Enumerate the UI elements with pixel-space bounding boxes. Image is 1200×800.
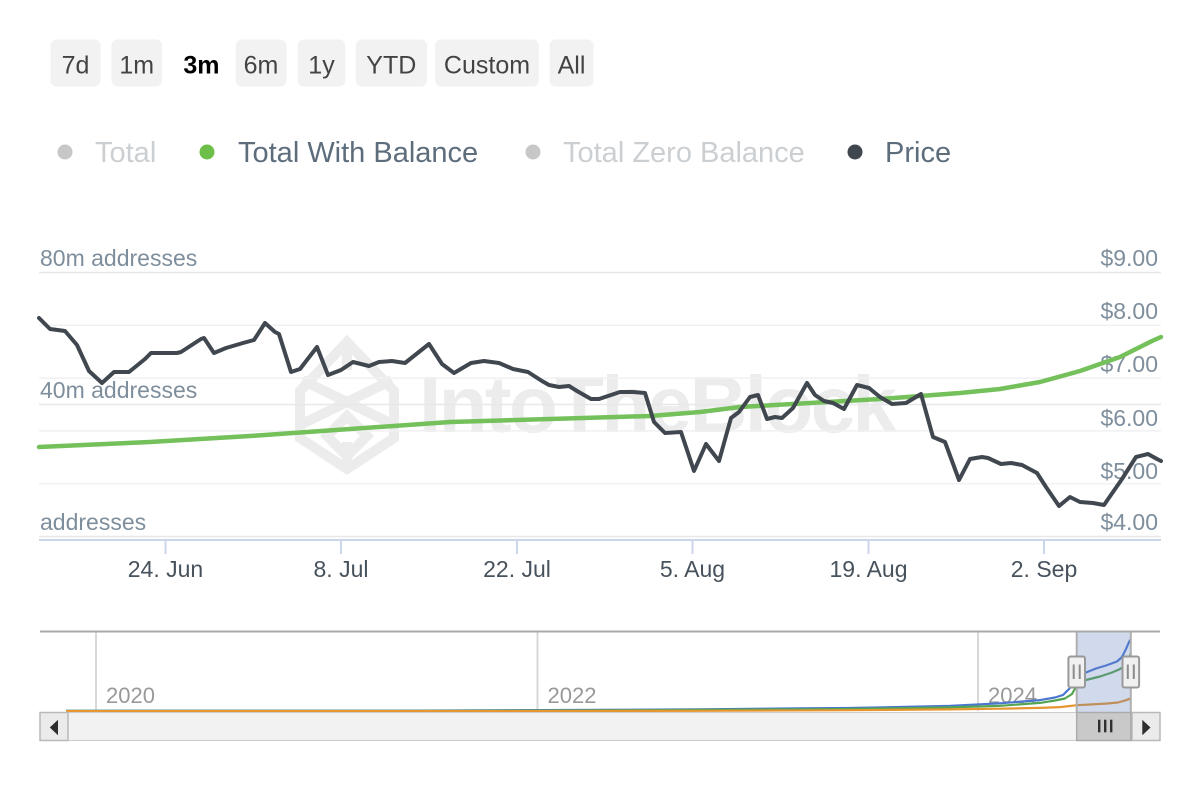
svg-text:Custom: Custom [444,52,530,80]
svg-text:1y: 1y [308,52,335,80]
svg-text:addresses: addresses [40,509,146,535]
svg-text:Total Zero Balance: Total Zero Balance [563,137,805,169]
svg-text:7d: 7d [62,52,90,80]
svg-text:2020: 2020 [106,683,155,708]
svg-text:$9.00: $9.00 [1100,245,1158,271]
svg-text:5. Aug: 5. Aug [660,556,725,582]
svg-text:22. Jul: 22. Jul [483,556,551,582]
svg-text:Total: Total [95,137,156,169]
svg-text:19. Aug: 19. Aug [829,556,907,582]
svg-text:2. Sep: 2. Sep [1011,556,1078,582]
svg-text:1m: 1m [119,52,154,80]
svg-text:$6.00: $6.00 [1100,405,1158,431]
svg-text:$8.00: $8.00 [1100,298,1158,324]
svg-text:24. Jun: 24. Jun [128,556,203,582]
svg-text:Total With Balance: Total With Balance [238,137,478,169]
svg-text:$7.00: $7.00 [1100,351,1158,377]
svg-text:80m addresses: 80m addresses [40,245,197,271]
svg-text:YTD: YTD [366,52,416,80]
svg-text:2022: 2022 [548,683,597,708]
svg-text:8. Jul: 8. Jul [314,556,369,582]
svg-text:Price: Price [885,137,951,169]
svg-text:40m addresses: 40m addresses [40,377,197,403]
svg-text:All: All [558,52,586,80]
svg-text:3m: 3m [183,52,219,80]
svg-text:$4.00: $4.00 [1100,509,1158,535]
svg-text:6m: 6m [244,52,279,80]
